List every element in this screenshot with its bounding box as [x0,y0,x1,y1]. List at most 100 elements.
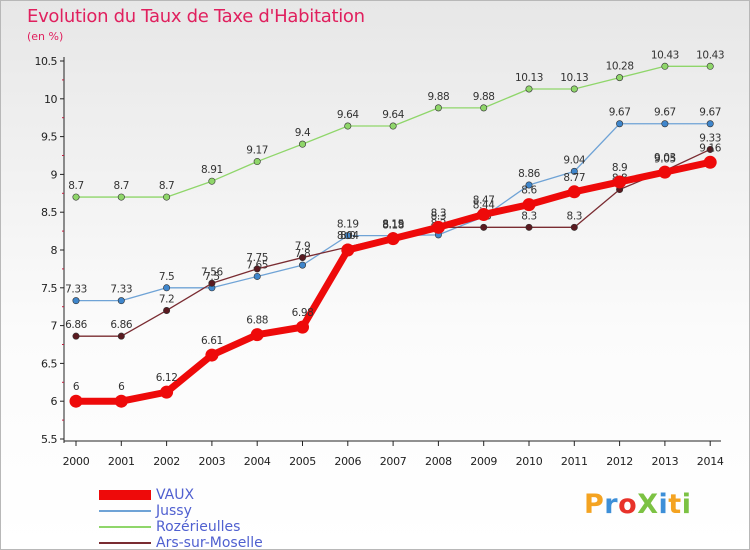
data-point-vaux [296,320,309,334]
data-label-roz-rieulles: 10.43 [696,49,724,61]
logo-letter: t [668,489,682,520]
data-point-jussy [570,167,578,175]
data-point-roz-rieulles [298,140,306,148]
y-tick-label: 8 [51,244,58,257]
logo-letter: o [618,489,638,520]
data-point-roz-rieulles [389,122,397,130]
data-label-ars-sur-moselle: 8.04 [337,230,359,242]
data-label-vaux: 8.9 [612,162,628,174]
x-tick-label: 2013 [652,455,679,468]
data-label-jussy: 9.67 [654,107,676,119]
data-point-ars-sur-moselle [253,265,261,273]
data-label-roz-rieulles: 8.7 [114,180,130,192]
x-tick-label: 2007 [380,455,407,468]
data-point-roz-rieulles [208,177,216,185]
legend-swatch-jussy [99,510,151,512]
data-label-jussy: 8.86 [518,168,540,180]
x-tick-label: 2011 [561,455,588,468]
data-point-jussy [706,120,714,128]
data-point-vaux [522,198,536,212]
data-point-roz-rieulles [344,122,352,130]
logo-letter: P [584,489,605,520]
x-tick-label: 2012 [606,455,633,468]
data-label-vaux: 8.3 [431,207,447,219]
logo-letter: i [681,489,692,520]
data-point-jussy [661,120,669,128]
data-point-jussy [298,261,306,269]
data-label-roz-rieulles: 10.13 [560,72,588,84]
data-point-vaux [160,385,174,399]
data-label-ars-sur-moselle: 8.3 [521,210,537,222]
data-point-roz-rieulles [72,193,80,201]
y-tick-label: 5.5 [41,433,57,446]
data-label-roz-rieulles: 9.4 [295,127,311,139]
x-tick-label: 2009 [470,455,497,468]
data-label-roz-rieulles: 10.28 [606,61,634,73]
data-point-vaux [477,207,491,221]
data-point-jussy [344,232,352,240]
unit-label: (en %) [27,30,64,43]
data-label-vaux: 6.61 [201,335,223,347]
data-label-vaux: 6 [118,381,125,393]
data-point-roz-rieulles [253,158,261,166]
data-label-roz-rieulles: 8.91 [201,164,223,176]
data-label-jussy: 9.04 [563,154,585,166]
data-point-vaux [205,348,219,362]
data-label-ars-sur-moselle: 7.2 [159,293,175,305]
data-point-roz-rieulles [480,104,488,112]
data-point-roz-rieulles [525,85,533,93]
legend-swatch-vaux [99,490,151,500]
data-label-vaux: 9.03 [654,152,676,164]
x-tick-label: 2006 [334,455,361,468]
data-point-jussy [253,272,261,280]
legend-label-roz-rieulles: Rozérieulles [156,519,241,535]
data-point-roz-rieulles [163,193,171,201]
data-label-vaux: 8.77 [563,172,585,184]
data-point-jussy [72,297,80,305]
data-point-roz-rieulles [570,85,578,93]
data-point-vaux [386,232,400,246]
data-label-jussy: 9.67 [609,107,631,119]
legend-label-vaux: VAUX [156,487,195,503]
data-label-roz-rieulles: 10.13 [515,72,543,84]
data-label-jussy: 8.44 [473,200,495,212]
data-label-ars-sur-moselle: 6.86 [65,319,87,331]
y-tick-label: 10.5 [35,55,58,68]
data-label-roz-rieulles: 9.88 [473,91,495,103]
data-point-roz-rieulles [706,62,714,70]
data-label-jussy: 8.19 [382,219,404,231]
data-label-jussy: 7.5 [159,271,175,283]
data-point-vaux [613,175,627,189]
data-point-ars-sur-moselle [298,254,306,262]
data-label-ars-sur-moselle: 7.56 [201,266,223,278]
data-label-ars-sur-moselle: 7.9 [295,241,311,253]
legend-swatch-roz-rieulles [99,526,151,528]
data-label-ars-sur-moselle: 8.3 [431,210,447,222]
data-point-ars-sur-moselle [117,332,125,340]
data-point-ars-sur-moselle [525,223,533,231]
data-point-vaux [341,243,355,257]
y-tick-label: 8.5 [41,206,57,219]
data-label-roz-rieulles: 9.17 [246,145,268,157]
logo-letter: r [604,489,619,520]
logo-letter: X [637,489,659,520]
data-label-jussy: 7.5 [204,271,220,283]
data-label-ars-sur-moselle: 8.18 [382,219,404,231]
x-tick-label: 2008 [425,455,452,468]
data-label-roz-rieulles: 8.7 [159,180,175,192]
data-point-vaux [114,394,128,408]
data-label-jussy: 7.33 [65,284,87,296]
data-label-vaux: 8.47 [473,194,495,206]
x-tick-label: 2003 [199,455,226,468]
x-tick-label: 2001 [108,455,135,468]
data-label-roz-rieulles: 8.7 [68,180,84,192]
data-label-vaux: 8.6 [521,185,537,197]
data-point-jussy [525,181,533,189]
data-label-vaux: 6.12 [156,372,178,384]
data-label-ars-sur-moselle: 6.86 [110,319,132,331]
data-point-roz-rieulles [434,104,442,112]
x-tick-label: 2010 [516,455,543,468]
data-label-vaux: 6.88 [246,315,268,327]
x-tick-label: 2000 [63,455,90,468]
data-label-roz-rieulles: 10.43 [651,49,679,61]
